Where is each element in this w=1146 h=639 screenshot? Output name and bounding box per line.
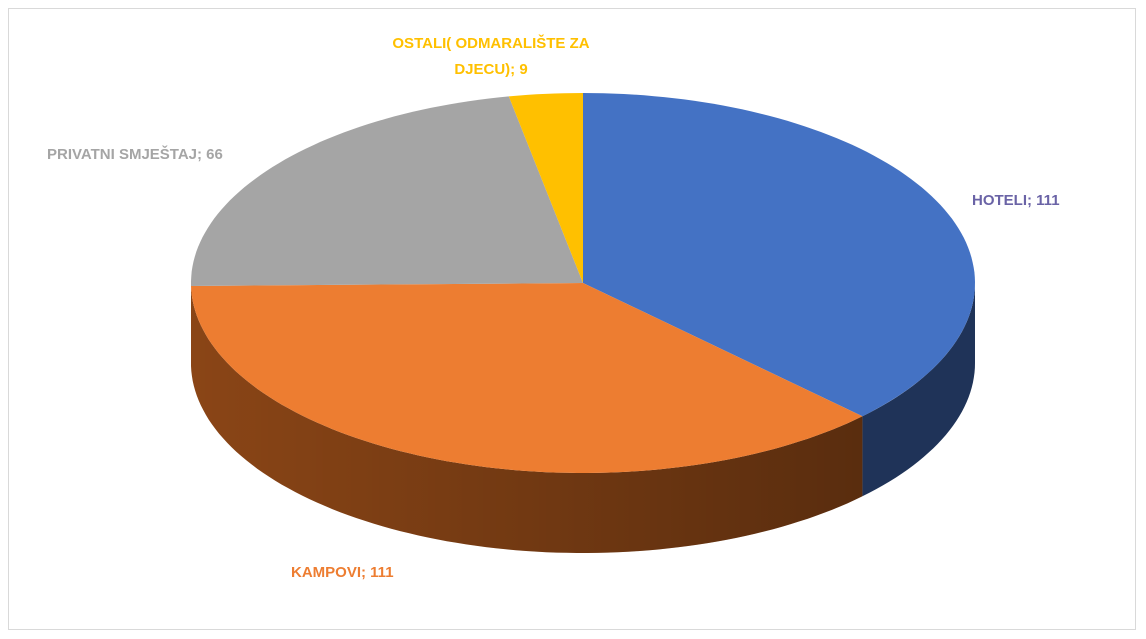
data-label: KAMPOVI; 111 — [291, 564, 394, 581]
slice-side-shade — [191, 286, 863, 553]
slice — [191, 283, 863, 473]
data-label: PRIVATNI SMJEŠTAJ; 66 — [47, 146, 223, 163]
data-label: HOTELI; 111 — [972, 192, 1060, 209]
slice-side — [862, 283, 975, 497]
slice — [508, 93, 583, 283]
chart-frame — [8, 8, 1136, 630]
slice — [583, 93, 975, 417]
data-label: OSTALI( ODMARALIŠTE ZA DJECU); 9 — [392, 35, 590, 78]
slice — [191, 96, 583, 287]
